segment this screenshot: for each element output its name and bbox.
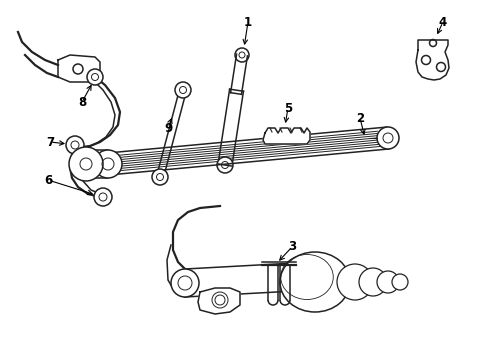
Circle shape bbox=[392, 274, 408, 290]
Circle shape bbox=[94, 150, 122, 178]
Polygon shape bbox=[58, 55, 100, 82]
Polygon shape bbox=[263, 128, 310, 144]
Circle shape bbox=[94, 188, 112, 206]
Text: 6: 6 bbox=[44, 174, 52, 186]
Circle shape bbox=[377, 271, 399, 293]
Circle shape bbox=[235, 48, 249, 62]
Text: 7: 7 bbox=[46, 135, 54, 149]
Text: 3: 3 bbox=[288, 240, 296, 253]
Text: 8: 8 bbox=[78, 95, 86, 108]
Circle shape bbox=[175, 82, 191, 98]
Circle shape bbox=[69, 147, 103, 181]
Circle shape bbox=[87, 69, 103, 85]
Circle shape bbox=[171, 269, 199, 297]
Text: 5: 5 bbox=[284, 102, 292, 114]
Polygon shape bbox=[198, 288, 240, 314]
Ellipse shape bbox=[280, 252, 350, 312]
Text: 1: 1 bbox=[244, 15, 252, 28]
Text: 9: 9 bbox=[164, 122, 172, 135]
Circle shape bbox=[217, 157, 233, 173]
Circle shape bbox=[152, 169, 168, 185]
Polygon shape bbox=[416, 40, 449, 80]
Text: 2: 2 bbox=[356, 112, 364, 125]
Circle shape bbox=[337, 264, 373, 300]
Text: 4: 4 bbox=[439, 15, 447, 28]
Circle shape bbox=[66, 136, 84, 154]
Circle shape bbox=[377, 127, 399, 149]
Circle shape bbox=[359, 268, 387, 296]
